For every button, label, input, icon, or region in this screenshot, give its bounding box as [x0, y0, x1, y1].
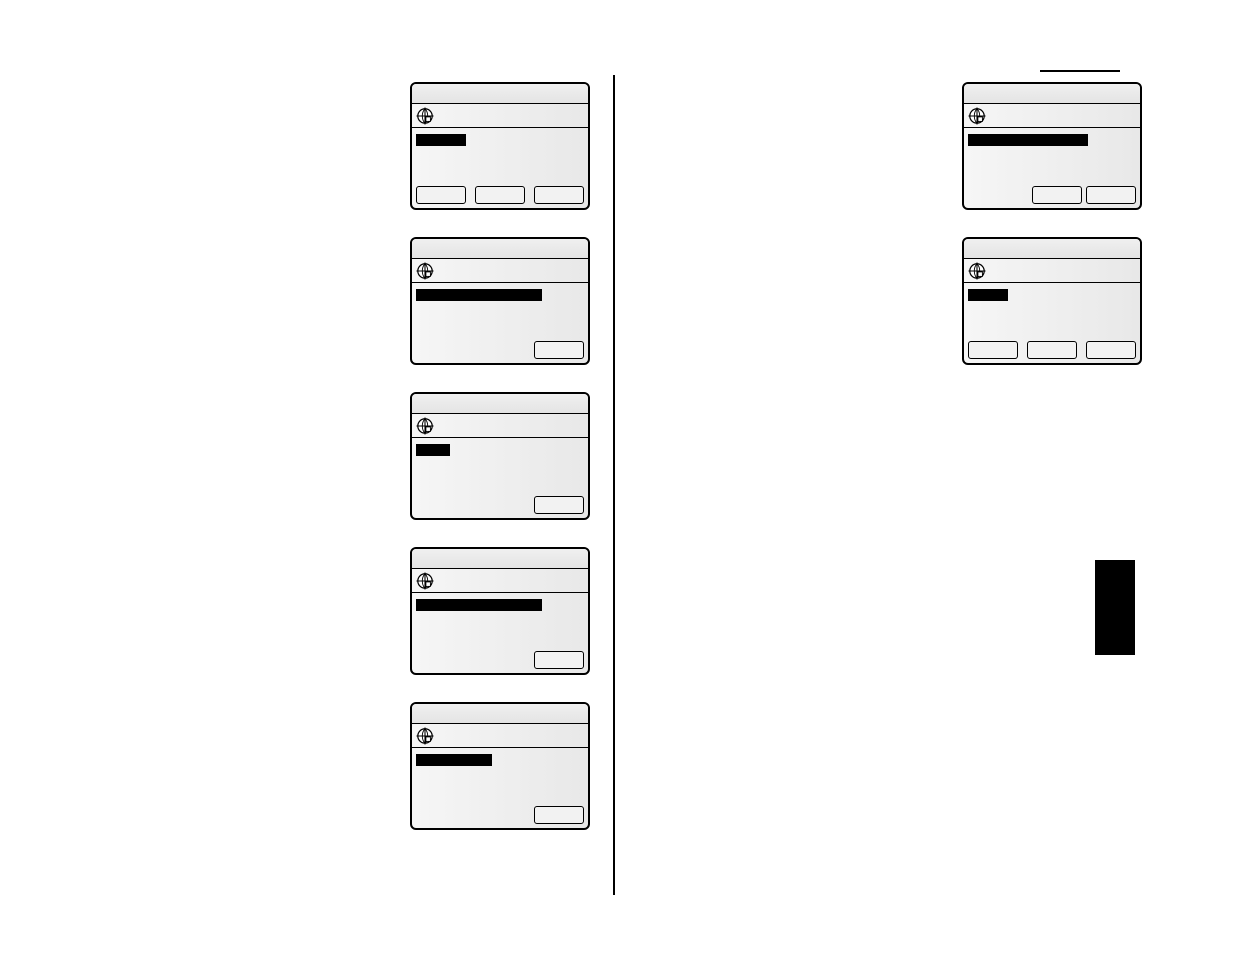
selected-row[interactable] — [416, 599, 542, 611]
panel-button[interactable] — [416, 186, 466, 204]
globe-crosshair-icon — [968, 262, 986, 280]
screen-panel — [962, 82, 1142, 210]
panel-titlebar — [964, 239, 1140, 259]
section-tab — [1095, 560, 1135, 655]
globe-crosshair-icon — [416, 727, 434, 745]
screen-panel — [410, 547, 590, 675]
panel-titlebar — [412, 704, 588, 724]
panel-titlebar — [412, 549, 588, 569]
selected-row[interactable] — [416, 754, 492, 766]
panel-titlebar — [964, 84, 1140, 104]
screen-panel — [410, 237, 590, 365]
panel-button[interactable] — [968, 341, 1018, 359]
panel-footer — [416, 186, 584, 204]
panel-content — [412, 438, 588, 460]
panel-sub-row — [412, 569, 588, 593]
selected-row[interactable] — [968, 289, 1008, 301]
selected-row[interactable] — [416, 444, 450, 456]
panel-footer — [416, 496, 584, 514]
panel-footer — [968, 186, 1136, 204]
panel-titlebar — [412, 394, 588, 414]
panel-sub-row — [412, 724, 588, 748]
panel-footer — [416, 651, 584, 669]
page — [0, 0, 1235, 954]
globe-crosshair-icon — [416, 262, 434, 280]
screen-panel — [410, 702, 590, 830]
panel-content — [964, 283, 1140, 305]
panel-content — [412, 593, 588, 615]
screen-panel — [962, 237, 1142, 365]
panel-titlebar — [412, 239, 588, 259]
panel-button[interactable] — [534, 496, 584, 514]
selected-row[interactable] — [968, 134, 1088, 146]
panel-footer — [968, 341, 1136, 359]
panel-sub-row — [412, 259, 588, 283]
panel-button[interactable] — [534, 651, 584, 669]
panel-sub-row — [412, 414, 588, 438]
panel-button[interactable] — [534, 806, 584, 824]
globe-crosshair-icon — [416, 107, 434, 125]
panel-sub-row — [964, 259, 1140, 283]
globe-crosshair-icon — [968, 107, 986, 125]
panel-footer — [416, 341, 584, 359]
panel-sub-row — [412, 104, 588, 128]
screen-panel — [410, 82, 590, 210]
panel-button[interactable] — [1027, 341, 1077, 359]
globe-crosshair-icon — [416, 417, 434, 435]
panel-button[interactable] — [1032, 186, 1082, 204]
header-rule — [1040, 70, 1120, 72]
panel-content — [412, 128, 588, 150]
panel-content — [964, 128, 1140, 150]
screen-panel — [410, 392, 590, 520]
panel-button[interactable] — [1086, 186, 1136, 204]
panel-footer — [416, 806, 584, 824]
panel-titlebar — [412, 84, 588, 104]
panel-button[interactable] — [534, 341, 584, 359]
panel-content — [412, 283, 588, 305]
panel-sub-row — [964, 104, 1140, 128]
column-divider — [613, 75, 615, 895]
panel-button[interactable] — [1086, 341, 1136, 359]
panel-content — [412, 748, 588, 770]
selected-row[interactable] — [416, 134, 466, 146]
selected-row[interactable] — [416, 289, 542, 301]
panel-button[interactable] — [475, 186, 525, 204]
panel-button[interactable] — [534, 186, 584, 204]
globe-crosshair-icon — [416, 572, 434, 590]
